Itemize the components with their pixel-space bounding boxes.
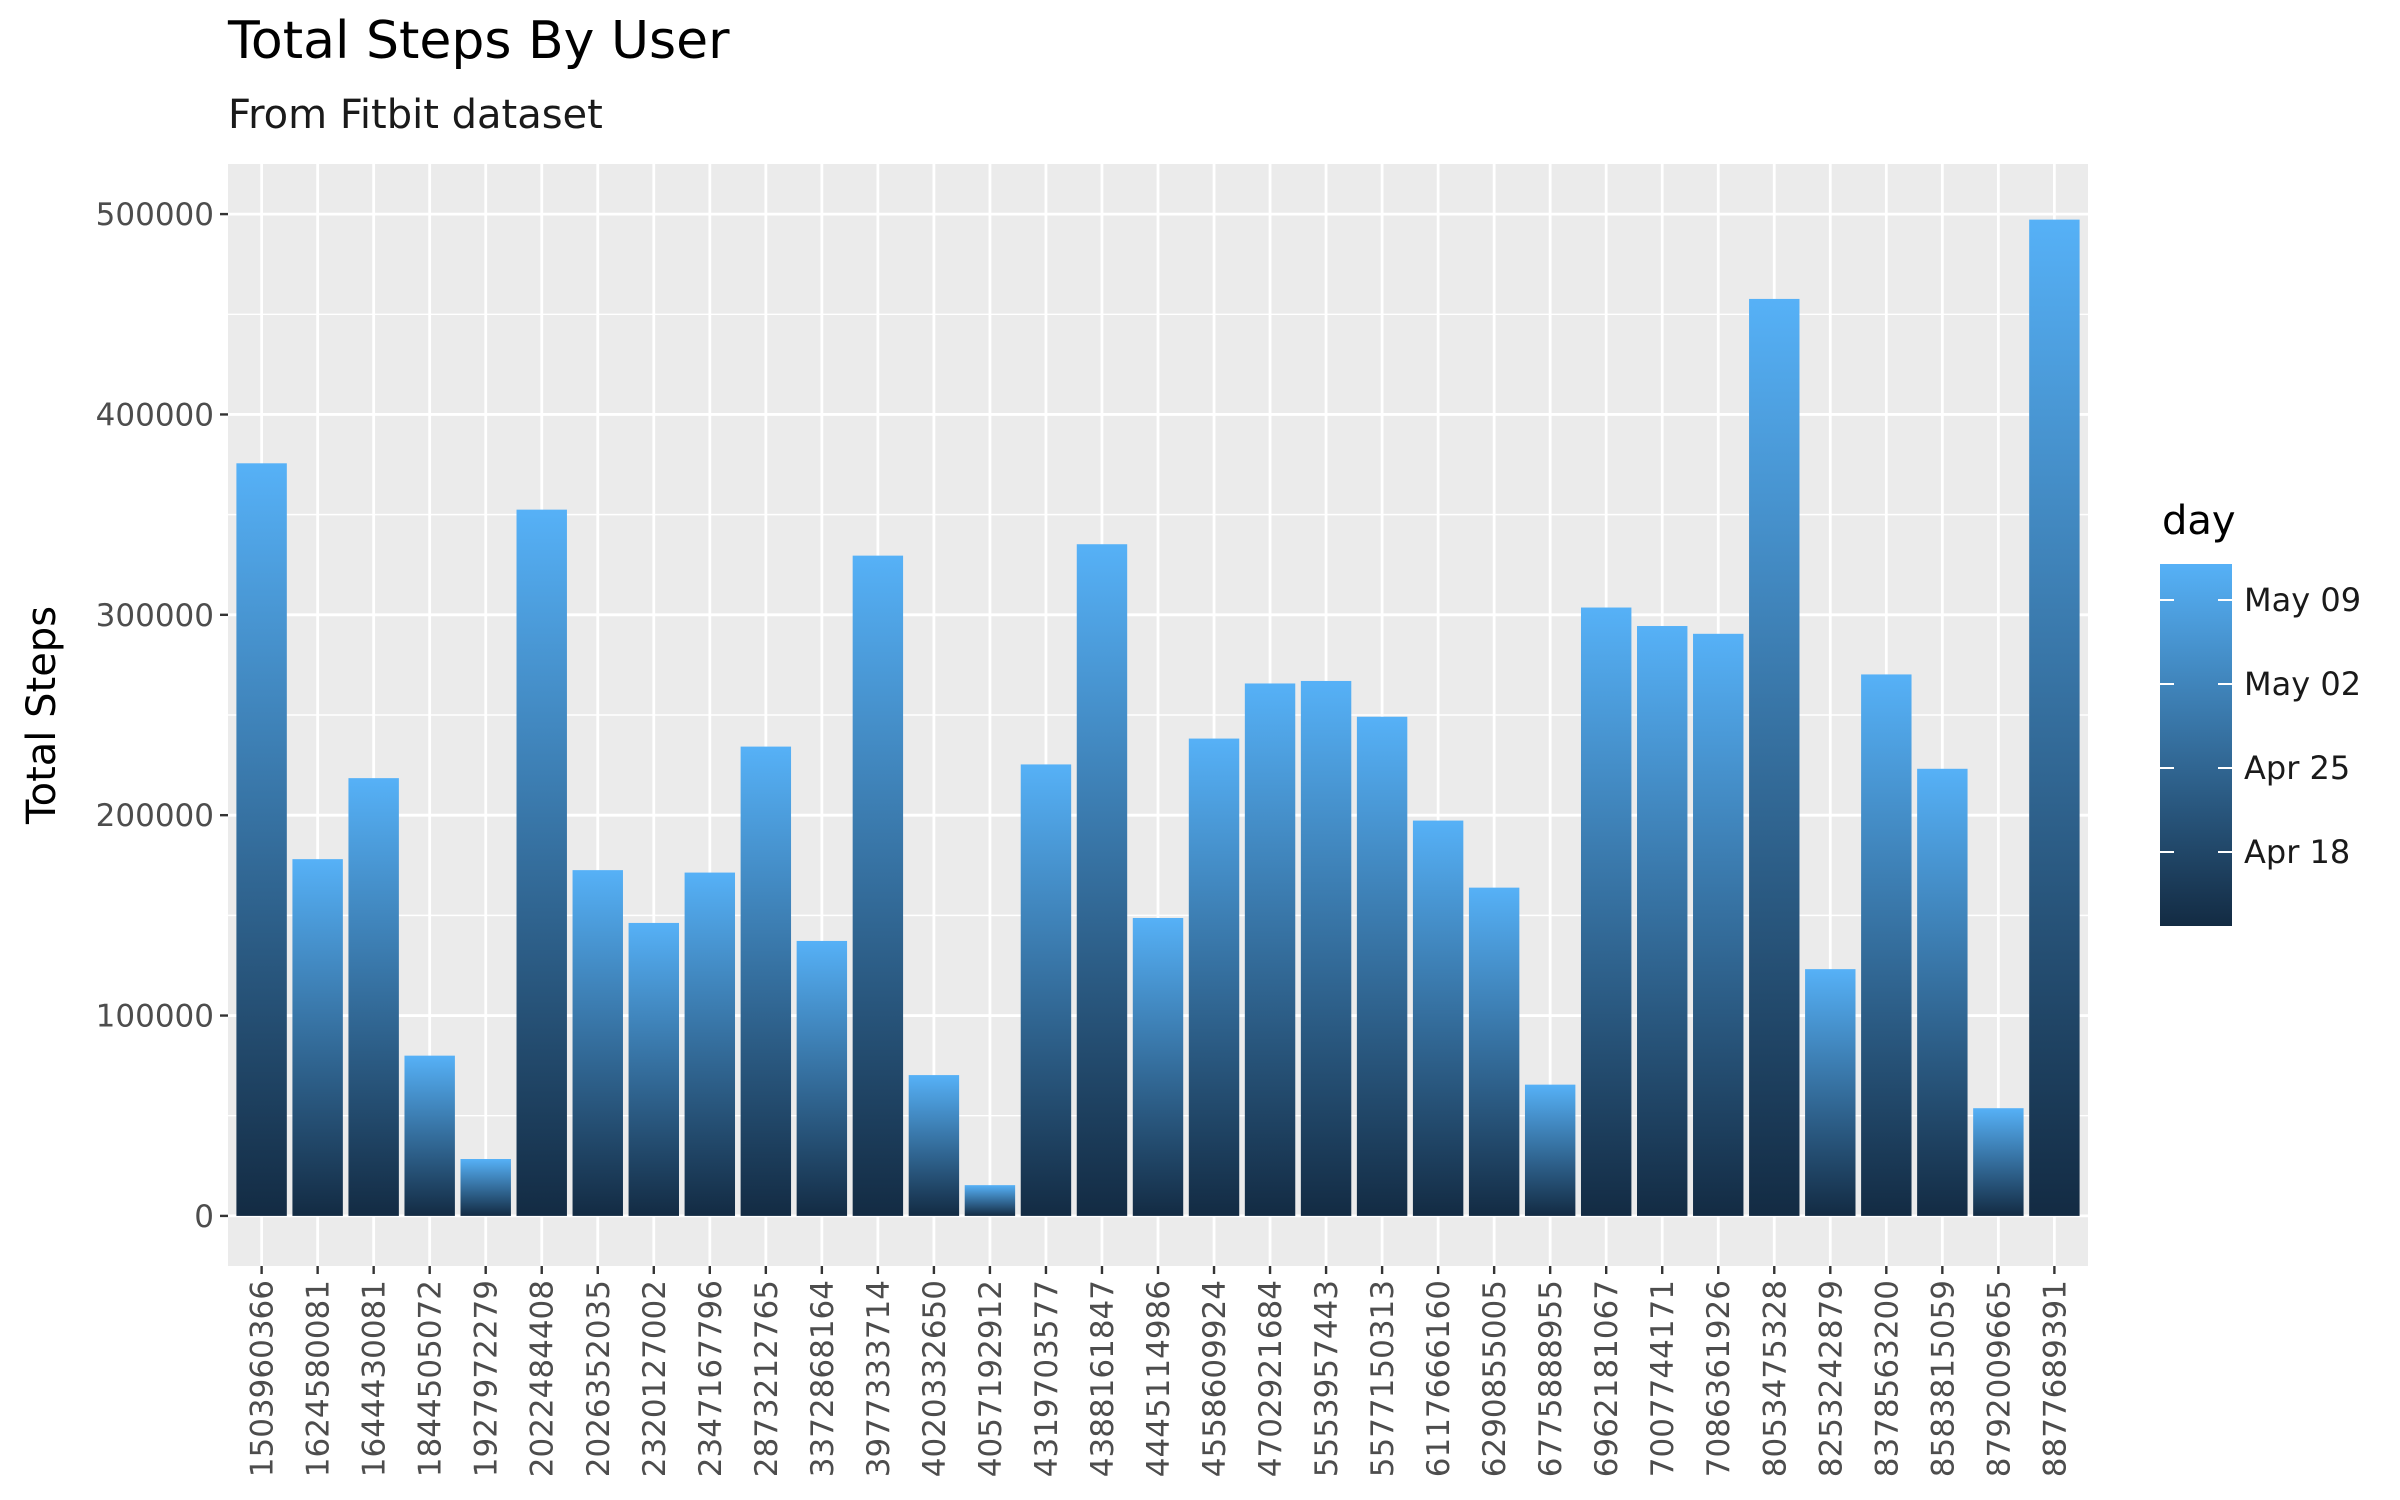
x-tick-label: 4057192912 xyxy=(973,1280,1009,1477)
legend: day May 09 May 02 Apr 25 Apr 18 xyxy=(2160,498,2361,926)
x-tick-label: 4388161847 xyxy=(1085,1280,1121,1477)
bar-1624580081 xyxy=(292,859,343,1216)
y-tick-label: 200000 xyxy=(96,798,214,834)
bar-2873212765 xyxy=(740,746,792,1216)
bar-8877689391 xyxy=(2029,219,2080,1216)
bars xyxy=(236,219,2080,1216)
bar-4445114986 xyxy=(1132,917,1184,1216)
x-tick-label: 6962181067 xyxy=(1589,1280,1625,1477)
y-tick-label: 0 xyxy=(194,1199,214,1235)
bar-3372868164 xyxy=(796,940,848,1216)
bar-2320127002 xyxy=(628,922,679,1216)
bar-6290855005 xyxy=(1468,887,1520,1216)
y-tick-label: 400000 xyxy=(96,397,214,433)
bar-8378563200 xyxy=(1861,674,1912,1216)
y-tick-label: 100000 xyxy=(96,999,214,1035)
bar-4558609924 xyxy=(1188,738,1240,1216)
x-axis: 1503960366 1624580081 1644430081 1844505072… xyxy=(245,1266,2073,1477)
x-tick-label: 1624580081 xyxy=(301,1280,337,1477)
x-tick-label: 2026352035 xyxy=(581,1280,617,1477)
bar-6117666160 xyxy=(1412,820,1464,1216)
bar-1644430081 xyxy=(348,778,399,1216)
y-tick-label: 300000 xyxy=(96,598,214,634)
bar-4388161847 xyxy=(1076,544,1128,1216)
x-tick-label: 4702921684 xyxy=(1253,1280,1289,1477)
bar-5577150313 xyxy=(1356,716,1408,1216)
bar-4057192912 xyxy=(964,1185,1016,1216)
legend-label: Apr 25 xyxy=(2244,749,2350,787)
bar-7086361926 xyxy=(1693,633,1744,1216)
x-tick-label: 5577150313 xyxy=(1365,1280,1401,1477)
x-tick-label: 1503960366 xyxy=(245,1280,281,1477)
bar-8792009665 xyxy=(1973,1108,2024,1216)
bar-8053475328 xyxy=(1749,298,1800,1216)
bar-1503960366 xyxy=(236,463,287,1216)
x-tick-label: 8378563200 xyxy=(1869,1280,1905,1477)
x-tick-label: 4020332650 xyxy=(917,1280,953,1477)
bar-2026352035 xyxy=(572,870,623,1216)
bar-1844505072 xyxy=(404,1055,455,1216)
legend-colorbar xyxy=(2160,564,2232,926)
bar-3977333714 xyxy=(852,555,904,1216)
x-tick-label: 7007744171 xyxy=(1645,1280,1681,1477)
y-tick-label: 500000 xyxy=(96,197,214,233)
bar-4319703577 xyxy=(1020,764,1072,1216)
bar-2022484408 xyxy=(516,509,567,1216)
bar-4020332650 xyxy=(908,1075,960,1216)
legend-title: day xyxy=(2162,498,2236,544)
x-tick-label: 4558609924 xyxy=(1197,1280,1233,1477)
x-tick-label: 6775888955 xyxy=(1533,1280,1569,1477)
x-tick-label: 4319703577 xyxy=(1029,1280,1065,1477)
x-tick-label: 2347167796 xyxy=(693,1280,729,1477)
bar-5553957443 xyxy=(1300,680,1352,1216)
bar-6962181067 xyxy=(1580,607,1632,1216)
x-tick-label: 8583815059 xyxy=(1925,1280,1961,1477)
x-tick-label: 1844505072 xyxy=(413,1280,449,1477)
x-tick-label: 2320127002 xyxy=(637,1280,673,1477)
y-axis-title: Total Steps xyxy=(19,606,65,825)
legend-label: May 09 xyxy=(2244,581,2361,619)
x-tick-label: 2022484408 xyxy=(525,1280,561,1477)
x-tick-label: 1644430081 xyxy=(357,1280,393,1477)
bar-1927972279 xyxy=(460,1159,511,1216)
x-tick-label: 5553957443 xyxy=(1309,1280,1345,1477)
x-tick-label: 8792009665 xyxy=(1981,1280,2017,1477)
bar-7007744171 xyxy=(1637,626,1688,1216)
chart-title: Total Steps By User xyxy=(227,11,730,71)
x-tick-label: 6290855005 xyxy=(1477,1280,1513,1477)
x-tick-label: 2873212765 xyxy=(749,1280,785,1477)
x-tick-label: 1927972279 xyxy=(469,1280,505,1477)
legend-label: May 02 xyxy=(2244,665,2361,703)
y-axis: 0 100000 200000 300000 400000 500000 xyxy=(96,197,228,1235)
x-tick-label: 6117666160 xyxy=(1421,1280,1457,1477)
x-tick-label: 8253242879 xyxy=(1813,1280,1849,1477)
bar-8583815059 xyxy=(1917,768,1968,1216)
x-tick-label: 7086361926 xyxy=(1701,1280,1737,1477)
x-tick-label: 3977333714 xyxy=(861,1280,897,1477)
x-tick-label: 8053475328 xyxy=(1757,1280,1793,1477)
chart-subtitle: From Fitbit dataset xyxy=(228,92,603,138)
x-tick-label: 4445114986 xyxy=(1141,1280,1177,1477)
legend-label: Apr 18 xyxy=(2244,833,2350,871)
x-tick-label: 3372868164 xyxy=(805,1280,841,1477)
bar-6775888955 xyxy=(1524,1084,1576,1216)
bar-4702921684 xyxy=(1244,683,1296,1216)
x-tick-label: 8877689391 xyxy=(2037,1280,2073,1477)
bar-8253242879 xyxy=(1805,969,1856,1216)
bar-2347167796 xyxy=(684,872,736,1216)
